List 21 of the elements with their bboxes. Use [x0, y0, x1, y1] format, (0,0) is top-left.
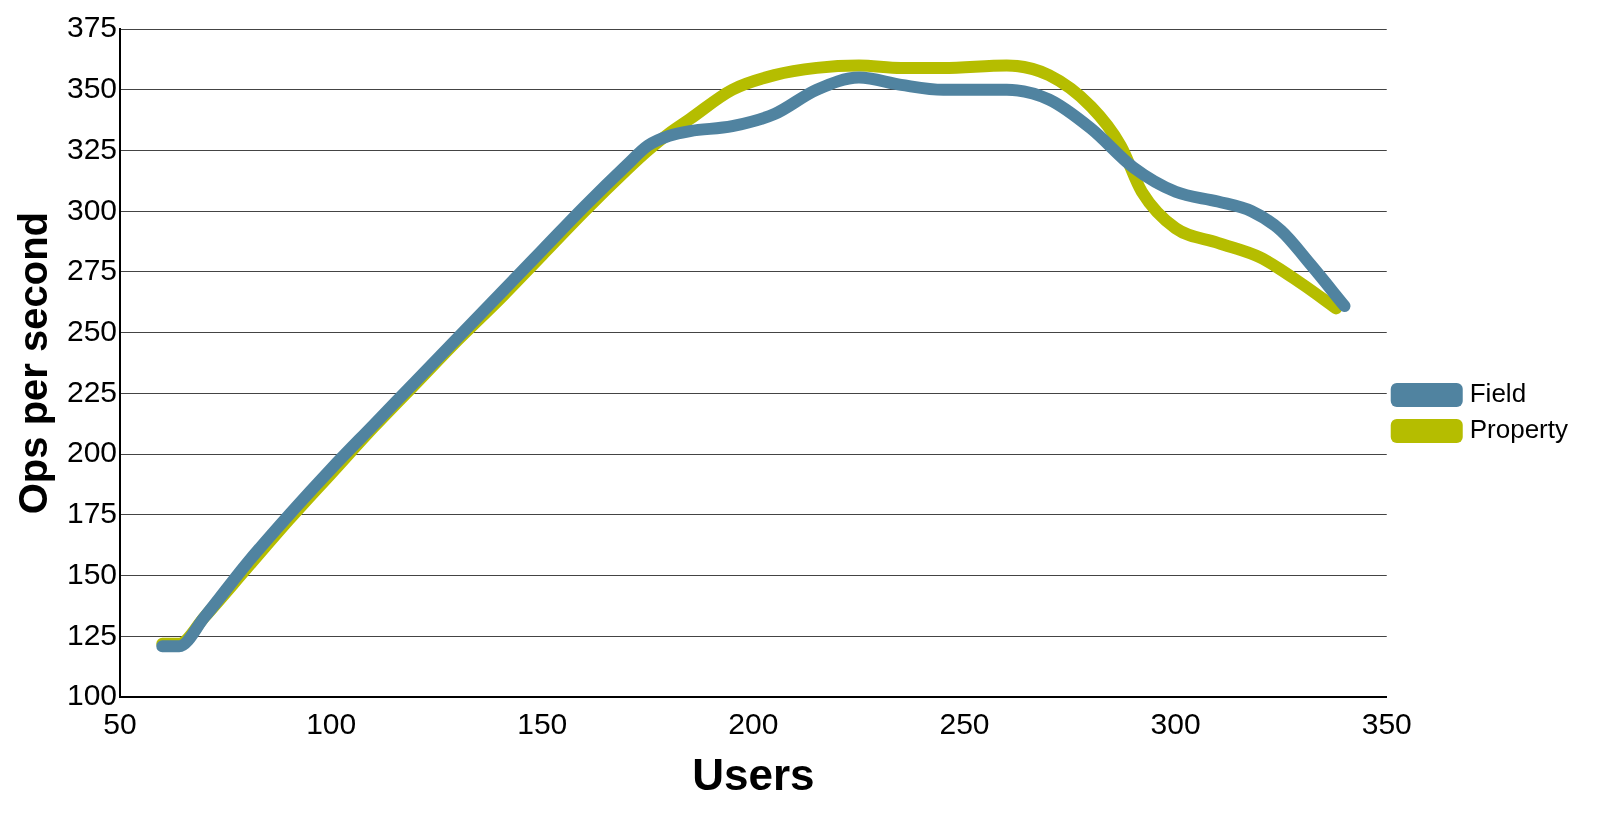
y-tick-label: 350 — [66, 71, 118, 105]
y-tick-label: 275 — [66, 253, 118, 287]
y-tick-label: 250 — [66, 313, 118, 347]
x-axis-title: Users — [692, 749, 815, 799]
x-tick-label: 150 — [517, 707, 568, 741]
x-tick-label: 200 — [728, 707, 779, 741]
legend-label: Field — [1469, 378, 1527, 409]
y-tick-label: 225 — [66, 374, 118, 408]
y-tick-label: 325 — [66, 131, 118, 165]
y-axis-title: Ops per second — [11, 211, 56, 515]
x-tick-label: 300 — [1150, 707, 1201, 741]
y-tick-label: 375 — [66, 10, 118, 44]
y-tick-label: 200 — [66, 435, 118, 469]
y-tick-label: 300 — [66, 192, 118, 226]
y-tick-label: 175 — [66, 496, 118, 530]
x-tick-label: 250 — [939, 707, 990, 741]
y-tick-label: 125 — [66, 617, 118, 651]
legend-label: Property — [1469, 414, 1568, 445]
x-tick-label: 350 — [1361, 707, 1412, 741]
y-tick-label: 150 — [66, 556, 118, 590]
x-tick-label: 100 — [306, 707, 357, 741]
